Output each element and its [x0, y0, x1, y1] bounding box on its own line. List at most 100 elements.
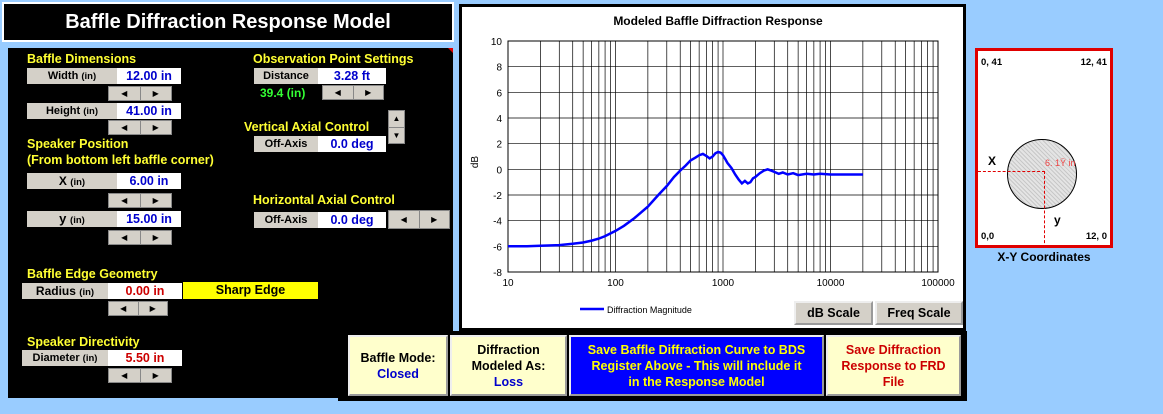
app-title-bar: Baffle Diffraction Response Model — [2, 2, 454, 42]
y-field[interactable]: 15.00 in — [117, 211, 181, 227]
legend-label: Diffraction Magnitude — [607, 305, 692, 315]
y-label: y (in) — [27, 211, 117, 227]
action-bar: Baffle Mode: Closed Diffraction Modeled … — [338, 331, 967, 401]
x-field[interactable]: 6.00 in — [117, 173, 181, 189]
diffraction-model-button[interactable]: Diffraction Modeled As: Loss — [450, 335, 567, 396]
baffle-dimensions-heading: Baffle Dimensions — [27, 52, 137, 66]
y-tick-label: 6 — [496, 88, 502, 99]
x-guide-line — [978, 171, 1045, 172]
increment-arrow-icon[interactable]: ▶ — [418, 211, 450, 228]
corner-top-right: 12, 41 — [1080, 57, 1107, 68]
distance-field[interactable]: 3.28 ft — [318, 68, 386, 84]
radius-field[interactable]: 0.00 in — [108, 283, 182, 299]
decrement-arrow-icon[interactable]: ◀ — [400, 215, 407, 224]
freq-scale-button[interactable]: Freq Scale — [875, 301, 963, 325]
height-field[interactable]: 41.00 in — [117, 103, 181, 119]
y-axis-label: dB — [470, 156, 481, 169]
increment-arrow-icon[interactable]: ▶ — [352, 86, 384, 99]
y-tick-label: -4 — [493, 217, 502, 228]
x-tick-label: 100 — [607, 278, 624, 289]
x-tick-label: 1000 — [712, 278, 735, 289]
save-frd-button[interactable]: Save Diffraction Response to FRD File — [826, 335, 961, 396]
horizontal-offaxis-label: Off-Axis — [254, 212, 318, 228]
diameter-label: Diameter (in) — [22, 350, 108, 366]
observation-heading: Observation Point Settings — [253, 52, 414, 66]
edge-geometry-heading: Baffle Edge Geometry — [27, 267, 158, 281]
response-chart-panel: Modeled Baffle Diffraction Response -8 -6… — [459, 4, 966, 331]
panel-corner-marker — [448, 48, 453, 53]
x-tick-label: 10000 — [817, 278, 845, 289]
down-arrow-icon[interactable]: ▼ — [392, 130, 401, 140]
width-spinner[interactable]: ◀ ▶ — [108, 86, 172, 101]
vertical-axial-spinner[interactable]: ▲ ▼ — [388, 110, 405, 144]
y-marker: y — [1054, 213, 1061, 227]
distance-label: Distance — [254, 68, 318, 84]
response-chart: Modeled Baffle Diffraction Response -8 -6… — [470, 14, 955, 315]
vertical-axial-heading: Vertical Axial Control — [244, 120, 370, 134]
xy-caption: X-Y Coordinates — [997, 250, 1091, 264]
x-tick-label: 10 — [502, 278, 514, 289]
y-tick-label: -8 — [493, 268, 502, 279]
decrement-arrow-icon[interactable]: ◀ — [120, 304, 127, 313]
x-spinner[interactable]: ◀ ▶ — [108, 193, 172, 208]
corner-bottom-left: 0,0 — [981, 231, 995, 242]
y-tick-label: 10 — [491, 37, 503, 48]
increment-arrow-icon[interactable]: ▶ — [137, 302, 168, 315]
increment-arrow-icon[interactable]: ▶ — [139, 231, 172, 244]
increment-arrow-icon[interactable]: ▶ — [139, 194, 172, 207]
up-arrow-icon[interactable]: ▲ — [389, 111, 404, 128]
diameter-annotation: 6. 1Ÿ in — [1045, 158, 1076, 168]
xy-coordinates-diagram: 0, 41 12, 41 0,0 12, 0 X y 6. 1Ÿ in — [975, 48, 1113, 248]
diameter-spinner[interactable]: ◀ ▶ — [108, 368, 172, 383]
edge-type-badge: Sharp Edge — [183, 282, 318, 299]
height-spinner[interactable]: ◀ ▶ — [108, 120, 172, 135]
corner-top-left: 0, 41 — [981, 57, 1003, 68]
radius-spinner[interactable]: ◀ ▶ — [108, 301, 168, 316]
height-label: Height (in) — [27, 103, 117, 119]
decrement-arrow-icon[interactable]: ◀ — [121, 123, 128, 132]
diffraction-magnitude-line — [508, 150, 863, 248]
y-tick-label: 0 — [496, 165, 502, 176]
horizontal-offaxis-field[interactable]: 0.0 deg — [318, 212, 386, 228]
y-tick-label: 2 — [496, 140, 502, 151]
speaker-position-subheading: (From bottom left baffle corner) — [27, 153, 214, 167]
distance-spinner[interactable]: ◀ ▶ — [322, 85, 384, 100]
corner-bottom-right: 12, 0 — [1085, 231, 1107, 242]
speaker-position-heading: Speaker Position — [27, 137, 129, 151]
app-title: Baffle Diffraction Response Model — [65, 10, 391, 33]
radius-label: Radius (in) — [22, 283, 108, 299]
y-spinner[interactable]: ◀ ▶ — [108, 230, 172, 245]
control-panel: Baffle Dimensions Width (in) 12.00 in ◀ ▶… — [8, 48, 453, 398]
directivity-heading: Speaker Directivity — [27, 335, 140, 349]
chart-title: Modeled Baffle Diffraction Response — [613, 14, 823, 28]
increment-arrow-icon[interactable]: ▶ — [139, 121, 172, 134]
decrement-arrow-icon[interactable]: ◀ — [121, 371, 128, 380]
y-tick-label: -6 — [493, 242, 502, 253]
distance-inches: 39.4 (in) — [260, 86, 306, 100]
db-scale-button[interactable]: dB Scale — [794, 301, 873, 325]
horizontal-axial-spinner[interactable]: ◀ ▶ — [388, 210, 450, 229]
increment-arrow-icon[interactable]: ▶ — [139, 369, 172, 382]
y-tick-label: -2 — [493, 191, 502, 202]
decrement-arrow-icon[interactable]: ◀ — [121, 89, 128, 98]
vertical-offaxis-label: Off-Axis — [254, 136, 318, 152]
decrement-arrow-icon[interactable]: ◀ — [121, 233, 128, 242]
x-label: X (in) — [27, 173, 117, 189]
decrement-arrow-icon[interactable]: ◀ — [121, 196, 128, 205]
y-tick-label: 8 — [496, 63, 502, 74]
width-label: Width (in) — [27, 68, 117, 84]
save-bds-button[interactable]: Save Baffle Diffraction Curve to BDS Reg… — [569, 335, 824, 396]
vertical-offaxis-field[interactable]: 0.0 deg — [318, 136, 386, 152]
plot-frame — [507, 40, 939, 273]
speaker-circle — [1007, 139, 1077, 209]
horizontal-axial-heading: Horizontal Axial Control — [253, 193, 395, 207]
y-guide-line — [1044, 171, 1045, 248]
decrement-arrow-icon[interactable]: ◀ — [334, 88, 341, 97]
width-field[interactable]: 12.00 in — [117, 68, 181, 84]
increment-arrow-icon[interactable]: ▶ — [139, 87, 172, 100]
x-marker: X — [988, 154, 997, 168]
y-tick-label: 4 — [496, 114, 502, 125]
diameter-field[interactable]: 5.50 in — [108, 350, 182, 366]
x-tick-label: 100000 — [921, 278, 955, 289]
baffle-mode-button[interactable]: Baffle Mode: Closed — [348, 335, 448, 396]
